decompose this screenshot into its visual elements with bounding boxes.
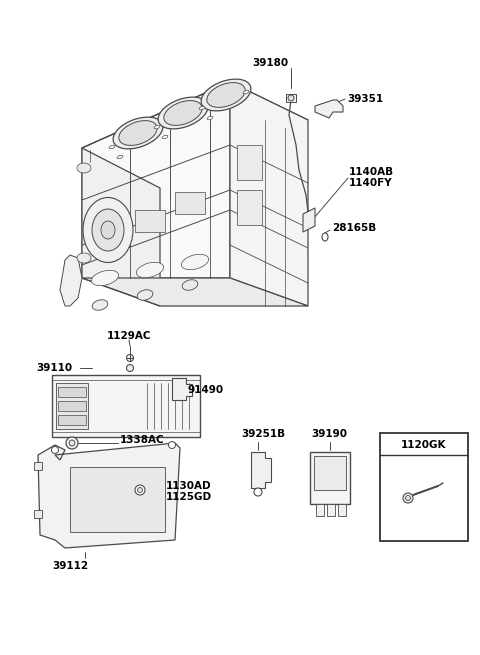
Text: 39110: 39110 bbox=[36, 363, 72, 373]
Bar bbox=[56, 383, 88, 429]
Ellipse shape bbox=[162, 135, 168, 139]
Ellipse shape bbox=[92, 209, 124, 251]
Polygon shape bbox=[230, 82, 308, 306]
Ellipse shape bbox=[288, 95, 294, 101]
Text: 39112: 39112 bbox=[52, 561, 88, 571]
Ellipse shape bbox=[154, 125, 160, 129]
Polygon shape bbox=[82, 82, 230, 278]
Ellipse shape bbox=[199, 106, 205, 110]
Polygon shape bbox=[82, 278, 308, 306]
Polygon shape bbox=[34, 510, 42, 518]
Ellipse shape bbox=[113, 117, 163, 149]
Bar bbox=[237, 145, 262, 180]
Text: 1140AB: 1140AB bbox=[349, 167, 394, 177]
Bar bbox=[314, 456, 346, 490]
Ellipse shape bbox=[406, 495, 410, 500]
Ellipse shape bbox=[207, 116, 213, 120]
Ellipse shape bbox=[66, 437, 78, 449]
Polygon shape bbox=[60, 255, 82, 306]
Ellipse shape bbox=[77, 253, 91, 263]
Polygon shape bbox=[286, 94, 296, 102]
Ellipse shape bbox=[254, 488, 262, 496]
Ellipse shape bbox=[137, 290, 153, 300]
Ellipse shape bbox=[69, 440, 75, 446]
Ellipse shape bbox=[158, 97, 208, 129]
Ellipse shape bbox=[101, 221, 115, 239]
Ellipse shape bbox=[92, 300, 108, 310]
Text: 28165B: 28165B bbox=[332, 223, 376, 233]
Polygon shape bbox=[172, 378, 192, 400]
Ellipse shape bbox=[117, 155, 123, 159]
Polygon shape bbox=[251, 452, 271, 488]
Text: 39351: 39351 bbox=[347, 94, 383, 104]
Bar bbox=[52, 375, 200, 437]
Ellipse shape bbox=[182, 280, 198, 290]
Ellipse shape bbox=[77, 163, 91, 173]
Bar bbox=[327, 504, 335, 516]
Ellipse shape bbox=[136, 263, 164, 278]
Bar bbox=[58, 415, 86, 425]
Ellipse shape bbox=[164, 101, 202, 125]
Polygon shape bbox=[303, 208, 315, 232]
Ellipse shape bbox=[243, 90, 249, 94]
Polygon shape bbox=[82, 148, 160, 306]
Ellipse shape bbox=[403, 493, 413, 503]
Ellipse shape bbox=[168, 441, 176, 449]
Ellipse shape bbox=[201, 79, 251, 111]
Ellipse shape bbox=[322, 233, 328, 241]
Text: 91490: 91490 bbox=[187, 385, 223, 395]
Bar bbox=[380, 433, 468, 541]
Bar bbox=[338, 504, 346, 516]
Text: 39251B: 39251B bbox=[241, 429, 285, 439]
Polygon shape bbox=[315, 100, 343, 118]
Bar bbox=[310, 452, 350, 504]
Ellipse shape bbox=[127, 364, 133, 371]
Ellipse shape bbox=[127, 354, 133, 362]
Text: 1125GD: 1125GD bbox=[166, 492, 212, 502]
Ellipse shape bbox=[119, 121, 157, 145]
Bar bbox=[58, 387, 86, 397]
Ellipse shape bbox=[181, 254, 209, 270]
Ellipse shape bbox=[91, 271, 119, 286]
Text: 39180: 39180 bbox=[252, 58, 288, 68]
Bar bbox=[70, 467, 165, 532]
Polygon shape bbox=[82, 82, 308, 188]
Text: 1120GK: 1120GK bbox=[401, 440, 447, 450]
Text: 1338AC: 1338AC bbox=[120, 435, 165, 445]
Ellipse shape bbox=[83, 198, 133, 263]
Bar bbox=[175, 192, 205, 214]
Ellipse shape bbox=[135, 485, 145, 495]
Ellipse shape bbox=[51, 447, 59, 453]
Ellipse shape bbox=[109, 145, 115, 149]
Ellipse shape bbox=[137, 487, 143, 493]
Ellipse shape bbox=[207, 83, 245, 107]
Bar bbox=[135, 210, 165, 232]
Polygon shape bbox=[34, 462, 42, 470]
Text: 1130AD: 1130AD bbox=[166, 481, 212, 491]
Text: 1140FY: 1140FY bbox=[349, 178, 393, 188]
Polygon shape bbox=[38, 443, 180, 548]
Text: 39190: 39190 bbox=[311, 429, 347, 439]
Bar bbox=[237, 190, 262, 225]
Bar bbox=[316, 504, 324, 516]
Text: 1129AC: 1129AC bbox=[107, 331, 152, 341]
Bar bbox=[58, 401, 86, 411]
